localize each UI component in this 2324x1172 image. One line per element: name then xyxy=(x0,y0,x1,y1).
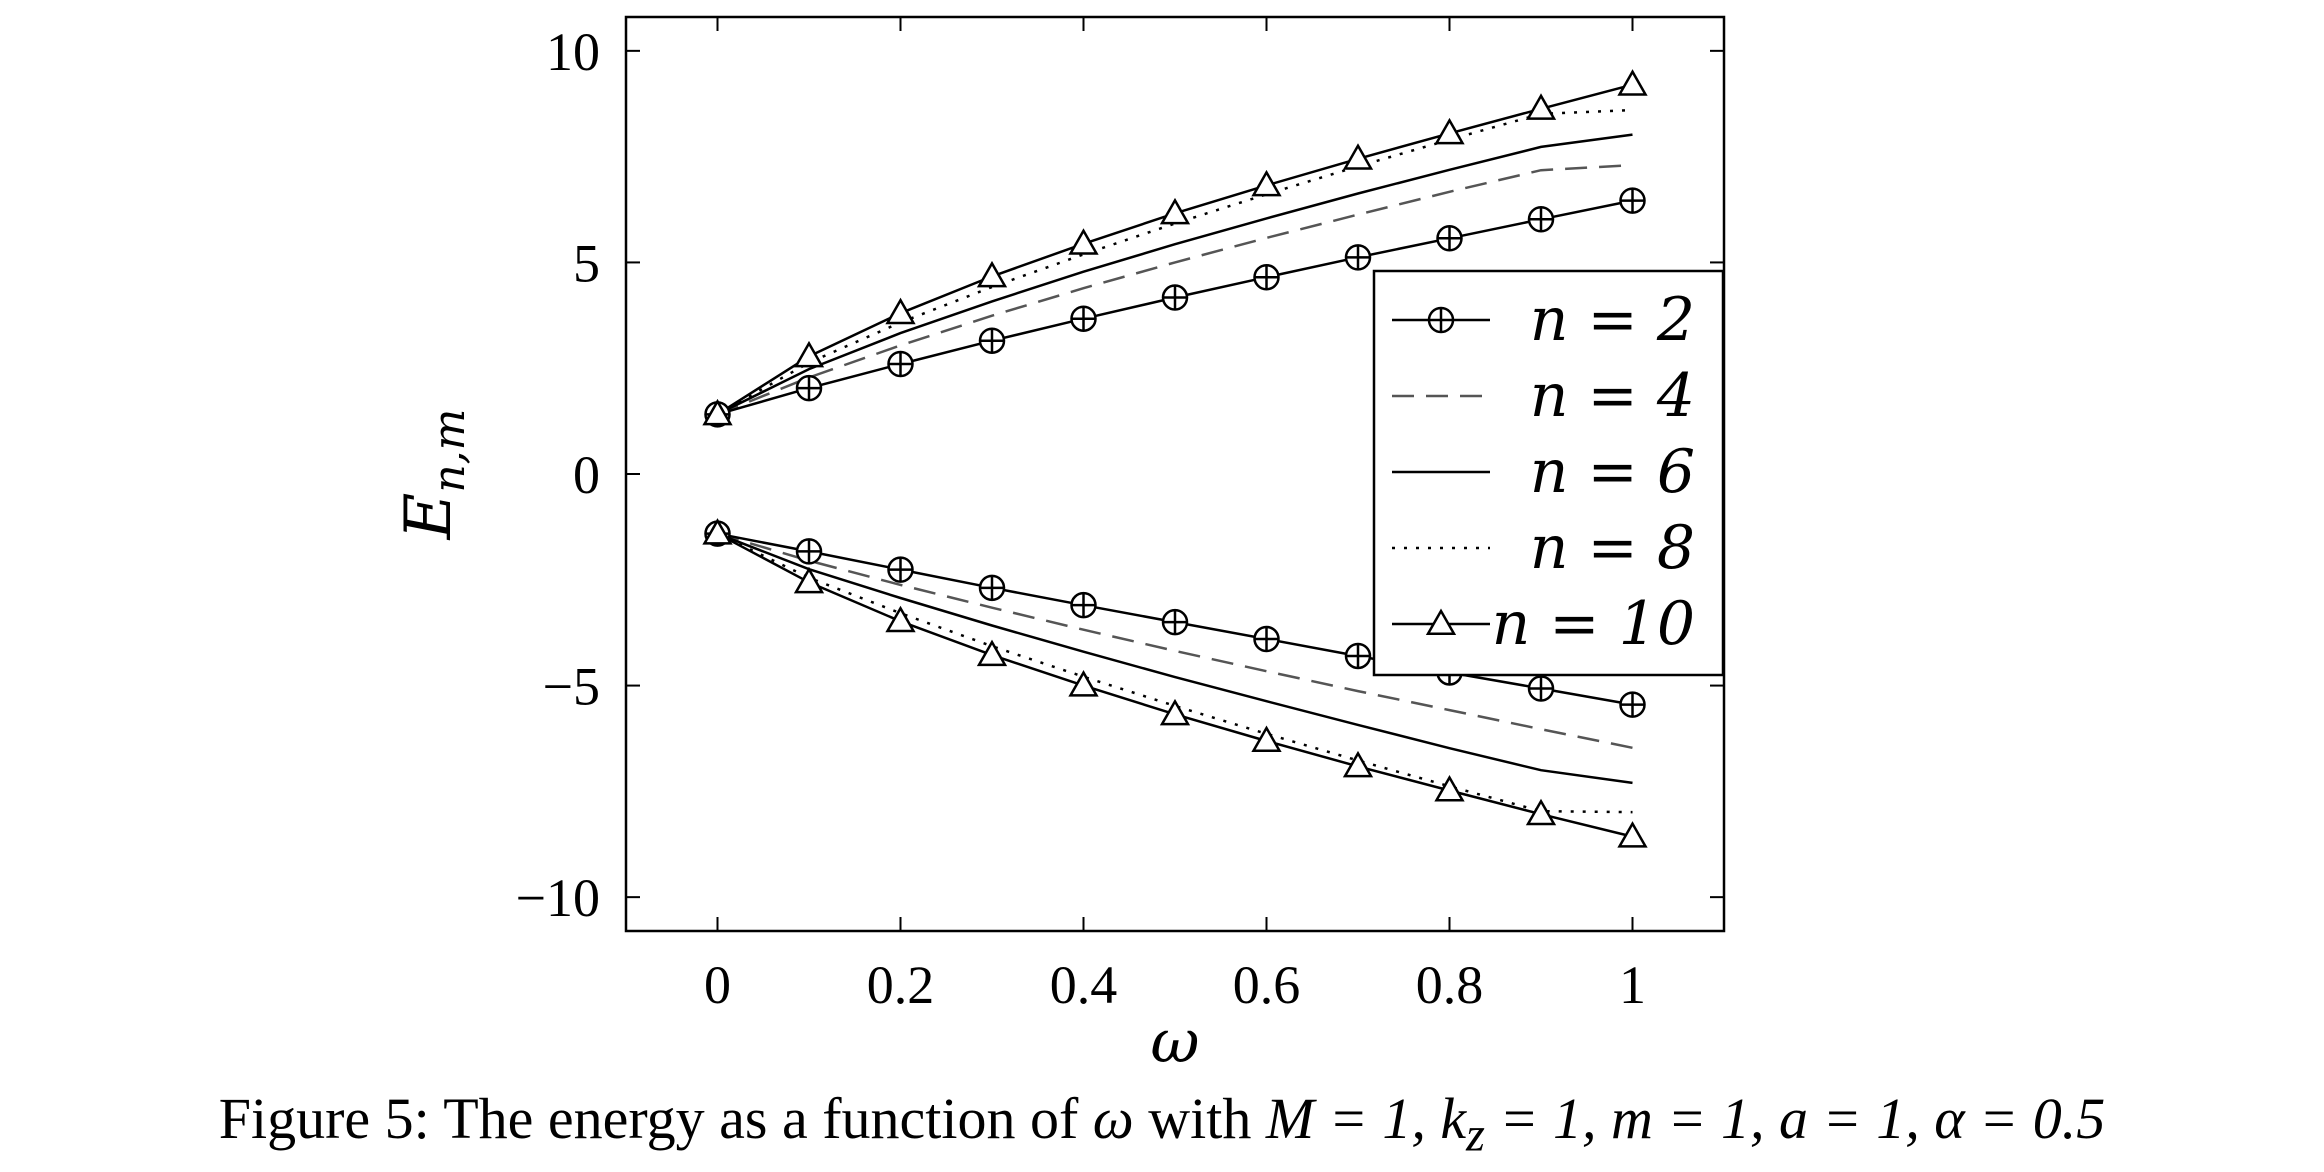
legend-label: n = 2 xyxy=(1530,285,1695,355)
marker-triangle xyxy=(1525,798,1557,826)
x-tick-label: 0 xyxy=(704,955,731,1015)
marker-circle-plus xyxy=(795,538,823,565)
marker-circle-plus xyxy=(1253,625,1280,653)
legend-entry: n = 10 xyxy=(1392,589,1695,659)
legend-label: n = 6 xyxy=(1530,437,1695,507)
legend-entry: n = 4 xyxy=(1392,361,1695,431)
marker-circle-plus xyxy=(887,556,914,583)
marker-triangle xyxy=(1251,169,1282,197)
figure-caption: Figure 5: The energy as a function of ω … xyxy=(0,1085,2324,1163)
marker-triangle xyxy=(885,297,916,325)
marker-circle-plus xyxy=(1070,305,1097,332)
caption-params: M = 1, k xyxy=(1265,1086,1467,1151)
caption-params-rest: = 1, m = 1, a = 1, α = 0.5 xyxy=(1484,1086,2106,1151)
y-tick-label: −10 xyxy=(516,868,600,928)
marker-triangle xyxy=(976,260,1008,288)
marker-triangle xyxy=(1159,698,1191,726)
legend-entry: n = 6 xyxy=(1392,437,1695,507)
marker-triangle xyxy=(1525,93,1557,120)
marker-circle-plus xyxy=(1427,306,1455,334)
marker-circle-plus xyxy=(1161,608,1189,636)
series-line-n6-lower xyxy=(717,532,1633,785)
x-tick-label: 0.8 xyxy=(1416,955,1484,1015)
marker-triangle xyxy=(1342,750,1374,778)
x-axis-label: ω xyxy=(1151,1007,1200,1077)
svg-text:En,m: En,m xyxy=(392,409,475,541)
caption-prefix: Figure 5: The energy as a function of xyxy=(218,1086,1093,1151)
series-layer xyxy=(702,69,1648,848)
y-axis-label-subscript: n,m xyxy=(424,409,475,493)
marker-triangle xyxy=(1617,821,1648,848)
x-tick-label: 0.2 xyxy=(867,955,935,1015)
series-line-n4-lower xyxy=(717,532,1633,750)
marker-triangle xyxy=(1068,228,1099,255)
marker-circle-plus xyxy=(978,574,1006,602)
marker-triangle xyxy=(702,398,733,426)
series-line-n6-upper xyxy=(716,133,1633,416)
caption-subscript: z xyxy=(1466,1108,1485,1162)
legend: n = 2n = 4n = 6n = 8n = 10 xyxy=(1372,269,1725,677)
marker-triangle xyxy=(793,340,825,368)
y-tick-label: −5 xyxy=(543,657,600,717)
legend-entry: n = 2 xyxy=(1392,285,1695,355)
marker-circle-plus xyxy=(1344,244,1372,271)
marker-circle-plus xyxy=(1161,284,1189,311)
marker-triangle xyxy=(976,639,1008,667)
marker-triangle xyxy=(885,605,916,633)
marker-circle-plus xyxy=(1070,591,1097,619)
x-tick-label: 0.6 xyxy=(1233,955,1301,1015)
marker-triangle xyxy=(1425,608,1457,635)
legend-label: n = 4 xyxy=(1530,361,1695,431)
axis-ticks xyxy=(626,17,1724,931)
legend-label: n = 8 xyxy=(1530,513,1695,583)
marker-triangle xyxy=(1251,725,1282,753)
marker-circle-plus xyxy=(1253,263,1280,291)
y-axis-label: En,m xyxy=(392,409,475,541)
marker-circle-plus xyxy=(978,327,1006,354)
caption-middle: with xyxy=(1133,1086,1266,1151)
marker-triangle xyxy=(1434,117,1465,145)
marker-triangle xyxy=(1068,670,1099,697)
legend-label: n = 10 xyxy=(1492,589,1695,659)
marker-circle-plus xyxy=(795,374,823,402)
marker-triangle xyxy=(1617,69,1648,96)
marker-circle-plus xyxy=(1527,675,1555,702)
marker-circle-plus xyxy=(887,350,914,378)
x-tick-label: 0.4 xyxy=(1050,955,1118,1015)
marker-circle-plus xyxy=(1344,642,1372,670)
y-tick-label: 5 xyxy=(573,233,600,293)
marker-triangle xyxy=(1159,197,1191,225)
marker-triangle xyxy=(1342,143,1374,170)
marker-circle-plus xyxy=(1619,187,1646,214)
y-tick-label: 10 xyxy=(546,22,600,82)
marker-circle-plus xyxy=(1527,206,1555,233)
y-axis-label-main: E xyxy=(392,493,466,541)
caption-symbol: ω xyxy=(1092,1086,1134,1151)
x-tick-label: 1 xyxy=(1619,955,1646,1015)
series-line-n4-upper xyxy=(717,163,1633,416)
tick-labels: 0 0.2 0.4 0.6 0.8 1 −10 −5 0 5 10 xyxy=(516,22,1646,1015)
y-tick-label: 0 xyxy=(573,445,600,505)
legend-entry: n = 8 xyxy=(1392,513,1695,583)
marker-circle-plus xyxy=(1619,691,1646,718)
marker-triangle xyxy=(702,518,733,545)
marker-circle-plus xyxy=(1436,225,1463,252)
marker-triangle xyxy=(1434,774,1465,802)
marker-triangle xyxy=(793,566,825,594)
